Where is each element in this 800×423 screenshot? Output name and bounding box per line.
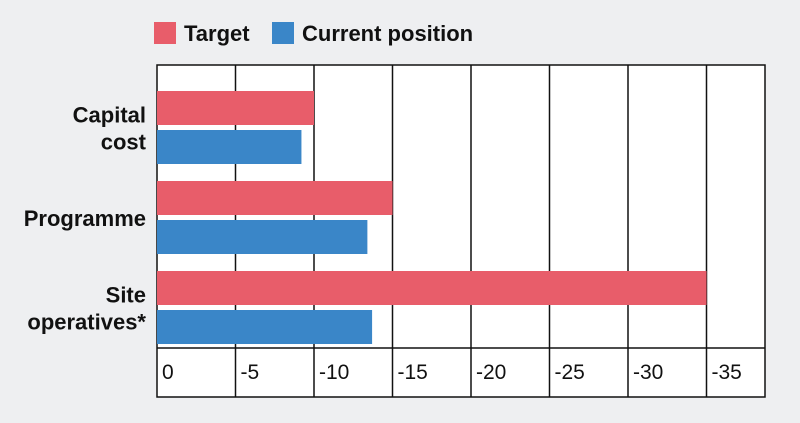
x-tick-label: -25	[555, 361, 585, 384]
category-label: Programme	[24, 206, 146, 231]
legend-swatch	[154, 22, 176, 44]
category-label: Site operatives*	[27, 283, 146, 335]
x-tick-label: -30	[633, 361, 663, 384]
legend-label: Target	[184, 21, 250, 46]
category-label: Capital cost	[73, 103, 147, 155]
x-tick-label: -15	[398, 361, 428, 384]
x-tick-label: -5	[241, 361, 260, 384]
x-tick-label: 0	[162, 361, 174, 384]
bar-target	[157, 91, 314, 125]
x-tick-label: -20	[476, 361, 506, 384]
bar-target	[157, 181, 393, 215]
x-tick-label: -35	[712, 361, 742, 384]
bars	[157, 91, 707, 344]
bar-target	[157, 271, 707, 305]
bar-current-position	[157, 130, 302, 164]
legend-label: Current position	[302, 21, 473, 46]
x-axis-ticks: 0 -5 -10 -15 -20 -25 -30 -35	[162, 361, 742, 384]
legend: Target Current position	[154, 21, 473, 46]
x-tick-label: -10	[319, 361, 349, 384]
legend-swatch	[272, 22, 294, 44]
bar-current-position	[157, 220, 368, 254]
category-labels: Capital cost Programme Site operatives*	[24, 103, 147, 335]
bar-current-position	[157, 310, 373, 344]
